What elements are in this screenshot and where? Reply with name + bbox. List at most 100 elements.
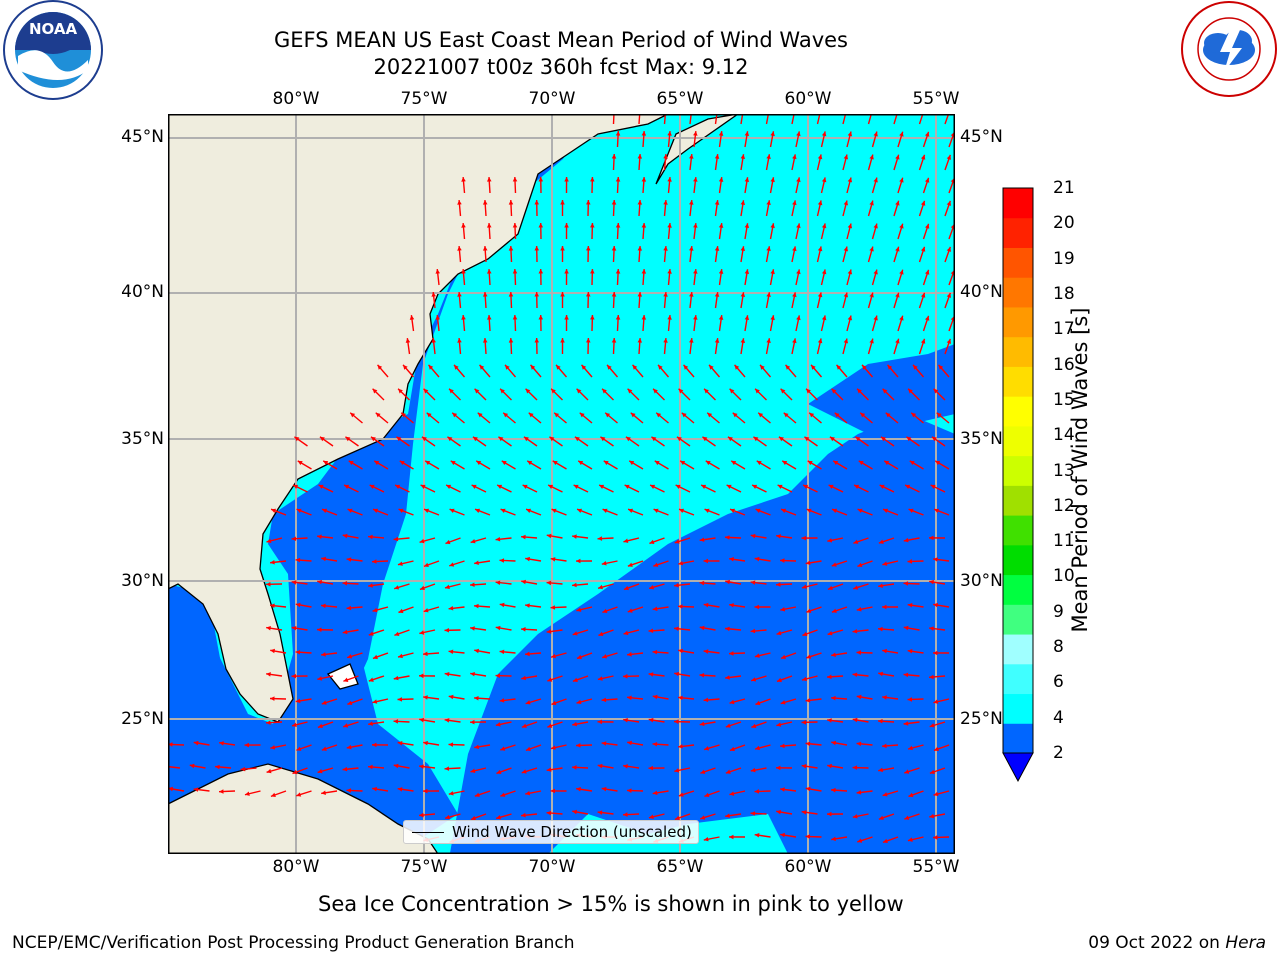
wave-direction-arrowhead (270, 603, 275, 609)
wave-direction-arrowhead (534, 292, 540, 297)
wave-direction-arrowhead (924, 177, 930, 183)
wave-direction-arrowhead (590, 223, 595, 228)
wave-direction-arrowhead (854, 484, 860, 490)
wave-direction-arrowhead (628, 508, 634, 513)
wave-direction-arrowhead (405, 338, 411, 343)
wave-direction-arrowhead (693, 315, 698, 320)
wave-direction-arrowhead (852, 628, 858, 634)
wave-direction-arrowhead (908, 745, 913, 751)
wave-direction-arrowhead (906, 436, 912, 442)
colorbar-band (1003, 634, 1033, 665)
wave-direction-arrowhead (725, 769, 731, 774)
wave-direction-arrowhead (780, 787, 785, 792)
wave-direction-arrowhead (377, 364, 383, 370)
wave-direction-arrowhead (448, 742, 454, 747)
wave-direction-arrowhead (758, 412, 764, 418)
wave-direction-arrowhead (423, 562, 429, 568)
lat-tick-right: 35°N (960, 429, 1003, 449)
wave-direction-arrowhead (674, 626, 679, 632)
wave-direction-arrowhead (700, 769, 706, 774)
wave-direction-arrowhead (649, 585, 655, 590)
wave-direction-arrowhead (534, 338, 540, 343)
wave-direction-arrowhead (470, 768, 476, 773)
wave-direction-arrowhead (457, 338, 462, 343)
colorbar-band (1003, 693, 1033, 724)
colorbar-extend-triangle (1002, 752, 1034, 783)
wave-direction-arrowhead (487, 269, 492, 274)
wave-direction-arrowhead (350, 412, 356, 418)
wave-direction-arrowhead (899, 177, 904, 183)
wave-direction-arrowhead (929, 626, 934, 631)
wave-direction-arrowhead (857, 562, 863, 568)
wave-direction-arrowhead (457, 200, 462, 205)
wave-direction-arrowhead (495, 536, 501, 542)
wave-direction-arrowhead (853, 539, 859, 544)
colorbar-tick-label: 17 (1053, 319, 1075, 340)
wave-direction-arrowhead (266, 768, 272, 774)
wave-direction-arrowhead (913, 364, 918, 370)
wave-direction-arrowhead (935, 460, 941, 466)
wave-direction-arrowhead (215, 764, 220, 770)
wave-direction-arrowhead (882, 743, 887, 749)
wave-direction-arrowhead (495, 625, 501, 631)
wave-direction-arrowhead (776, 534, 781, 539)
wave-direction-arrowhead (397, 561, 403, 566)
wave-direction-arrowhead (908, 508, 914, 513)
wave-direction-arrowhead (740, 154, 746, 159)
wave-direction-arrowhead (424, 508, 430, 513)
wave-direction-arrowhead (512, 315, 518, 320)
wave-direction-arrowhead (821, 131, 827, 137)
wave-direction-arrowhead (487, 223, 492, 228)
wave-direction-arrowhead (368, 721, 373, 726)
colorbar-tick-label: 18 (1053, 283, 1075, 304)
wave-direction-arrowhead (817, 154, 823, 160)
wave-direction-arrowhead (345, 436, 351, 442)
wave-direction-arrowhead (817, 200, 823, 206)
colorbar-tick-label: 2 (1053, 743, 1064, 763)
wave-direction-arrowhead (342, 533, 348, 539)
wave-direction-arrowhead (448, 649, 454, 655)
wave-direction-arrowhead (882, 604, 887, 610)
footer-left: NCEP/EMC/Verification Post Processing Pr… (12, 933, 575, 953)
wave-direction-arrowhead (806, 608, 812, 613)
colorbar-tick-label: 6 (1053, 672, 1064, 693)
wave-direction-arrowhead (470, 719, 475, 725)
wave-direction-arrowhead (725, 723, 731, 728)
wave-direction-arrowhead (623, 674, 628, 679)
wave-direction-arrowhead (862, 364, 867, 370)
lat-tick-right: 45°N (960, 127, 1003, 147)
wave-direction-arrowhead (729, 791, 735, 796)
wave-direction-arrowhead (317, 676, 323, 681)
wave-direction-arrowhead (725, 535, 730, 540)
footer-host: Hera (1225, 933, 1266, 953)
wave-direction-arrowhead (678, 560, 684, 566)
wave-direction-arrowhead (623, 718, 628, 723)
wave-direction-arrowhead (444, 671, 450, 677)
wave-direction-arrowhead (629, 460, 635, 466)
wave-direction-arrowhead (500, 792, 506, 797)
wave-direction-arrowhead (372, 786, 377, 792)
wave-direction-arrowhead (342, 766, 348, 772)
wave-direction-arrowhead (398, 653, 403, 659)
wave-direction-arrowhead (372, 654, 378, 660)
wave-direction-arrowhead (649, 539, 655, 545)
wave-direction-arrowhead (564, 269, 569, 274)
wave-direction-arrowhead (776, 630, 782, 636)
wave-direction-arrowhead (678, 744, 683, 749)
wave-direction-arrowhead (448, 694, 454, 700)
wave-direction-arrowhead (714, 246, 720, 251)
wave-direction-arrowhead (899, 223, 904, 229)
colorbar-band (1003, 366, 1033, 397)
wave-direction-arrowhead (907, 837, 913, 842)
wave-direction-arrowhead (475, 508, 481, 513)
wave-direction-arrow (714, 114, 718, 125)
wave-direction-arrowhead (551, 653, 556, 659)
wave-direction-arrowhead (600, 436, 606, 442)
wave-direction-arrowhead (827, 811, 832, 817)
lon-tick-top: 60°W (784, 89, 832, 109)
wave-direction-arrowhead (372, 388, 378, 394)
wave-direction-arrowhead (681, 412, 687, 418)
wave-direction-arrowhead (857, 508, 863, 513)
wave-direction-arrowhead (423, 388, 429, 394)
wave-direction-arrowhead (792, 338, 797, 344)
